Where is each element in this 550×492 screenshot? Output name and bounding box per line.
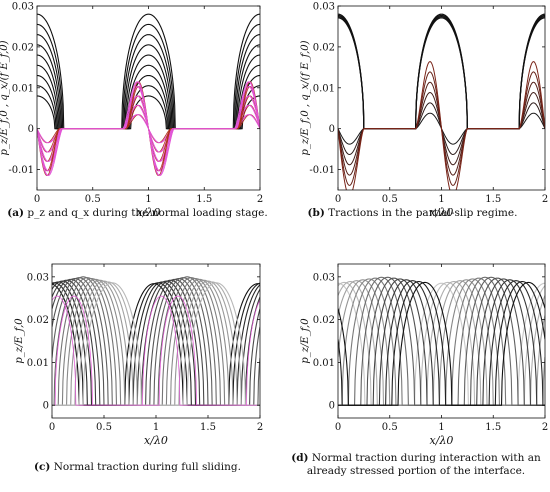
y-axis-label: p_z/E_f,0: [300, 318, 311, 364]
panel-b: 0 0.5 1 1.5 2 -0.01 0 0.01 0.02 0.03 x/λ0 p_z/E_f,0…: [300, 2, 548, 220]
x-axis-label: x/λ0: [144, 434, 168, 447]
x-tick-label: 1: [438, 194, 444, 205]
y-tick-label: 0.03: [313, 272, 335, 283]
x-tick-label: 2: [542, 422, 548, 433]
highlight-curve-1: [52, 295, 260, 406]
x-axis-label: x/λ0: [430, 434, 454, 447]
y-tick-label: 0.03: [313, 2, 335, 13]
pz-curve-14: [338, 281, 545, 406]
panel-d: 0 0.5 1 1.5 2 0 0.01 0.02 0.03 x/λ0 p_z/E_f,0: [300, 263, 548, 447]
y-tick-label: 0.01: [313, 358, 335, 369]
caption-b-text: Tractions in the partial-slip regime.: [328, 207, 518, 219]
plot-area: [52, 276, 260, 406]
pz-curve-6: [37, 34, 260, 130]
y-axis-label: p_z/E_f,0 , q_x/(f E_f,0): [300, 40, 311, 155]
caption-c-text: Normal traction during full sliding.: [53, 461, 241, 473]
x-tick-label: 2: [257, 422, 263, 433]
caption-d: (d) Normal traction during interaction w…: [291, 452, 541, 477]
qx-curve-4-2: [37, 81, 260, 176]
pz-curve-4: [37, 54, 260, 130]
x-tick-label: 2: [257, 194, 263, 205]
y-tick-label: 0.03: [12, 2, 34, 13]
x-tick-label: 0: [34, 194, 40, 205]
x-tick-label: 0.5: [382, 194, 398, 205]
y-tick-label: -0.01: [8, 165, 34, 176]
plot-area: [338, 276, 545, 406]
panel-a: 0 0.5 1 1.5 2 -0.01 0 0.01 0.02 0.03 x/λ0 p_z/E_f,0…: [0, 2, 263, 220]
y-tick-label: 0.02: [27, 315, 49, 326]
caption-a-text: p_z and q_x during the normal loading st…: [27, 207, 268, 219]
y-axis-label: p_z/E_f,0 , q_x/(f E_f,0): [0, 40, 10, 155]
y-tick-label: 0.03: [27, 272, 49, 283]
y-tick-label: 0: [43, 401, 49, 412]
y-tick-label: 0.01: [27, 358, 49, 369]
y-tick-label: 0: [28, 124, 34, 135]
x-tick-label: 1: [153, 422, 159, 433]
y-tick-label: 0.02: [313, 315, 335, 326]
x-tick-label: 0: [49, 422, 55, 433]
axes-frame: [337, 5, 546, 191]
x-tick-label: 0: [335, 194, 341, 205]
x-tick-label: 0.5: [96, 422, 112, 433]
x-tick-label: 1.5: [485, 194, 501, 205]
x-axis-label: x/λ0: [430, 206, 454, 219]
pz-curve-3: [37, 64, 260, 130]
caption-b: (b) Tractions in the partial-slip regime…: [307, 207, 518, 219]
y-tick-label: 0.02: [313, 42, 335, 53]
caption-a: (a) p_z and q_x during the normal loadin…: [7, 207, 268, 219]
y-tick-label: 0.01: [313, 83, 335, 94]
x-axis-label: x/λ0: [137, 206, 161, 219]
pz-curve-2: [37, 74, 260, 130]
x-tick-label: 1.5: [485, 422, 501, 433]
pz-curve-3: [338, 17, 545, 130]
pz-curve-0: [338, 13, 545, 130]
x-tick-label: 1: [438, 422, 444, 433]
x-tick-label: 0.5: [382, 422, 398, 433]
pz-curve-2: [338, 16, 545, 130]
panel-c: 0 0.5 1 1.5 2 0 0.01 0.02 0.03 x/λ0 p_z/E_f,0: [14, 263, 263, 447]
pz-curve-0: [37, 95, 260, 130]
y-tick-label: 0: [329, 124, 335, 135]
x-tick-label: 2: [542, 194, 548, 205]
axes-frame: [36, 5, 261, 191]
y-tick-label: 0.02: [12, 42, 34, 53]
pz-curve-1: [37, 85, 260, 130]
x-tick-label: 1: [145, 194, 151, 205]
x-tick-label: 0.5: [85, 194, 101, 205]
pz-curve-8: [37, 13, 260, 130]
caption-c: (c) Normal traction during full sliding.: [34, 461, 241, 473]
y-tick-label: 0: [329, 401, 335, 412]
x-tick-label: 1.5: [200, 422, 216, 433]
pz-curve-1: [338, 14, 545, 130]
plot-area: [338, 13, 545, 190]
pz-curve-7: [37, 23, 260, 130]
plot-area: [37, 13, 260, 176]
y-axis-label: p_z/E_f,0: [14, 318, 25, 364]
pz-curve-5: [37, 44, 260, 130]
qx-curve-5: [338, 61, 545, 190]
y-tick-label: -0.01: [309, 165, 335, 176]
x-tick-label: 0: [335, 422, 341, 433]
y-tick-label: 0.01: [12, 83, 34, 94]
caption-d-text: Normal traction during interaction with …: [306, 452, 541, 477]
x-tick-label: 1.5: [196, 194, 212, 205]
